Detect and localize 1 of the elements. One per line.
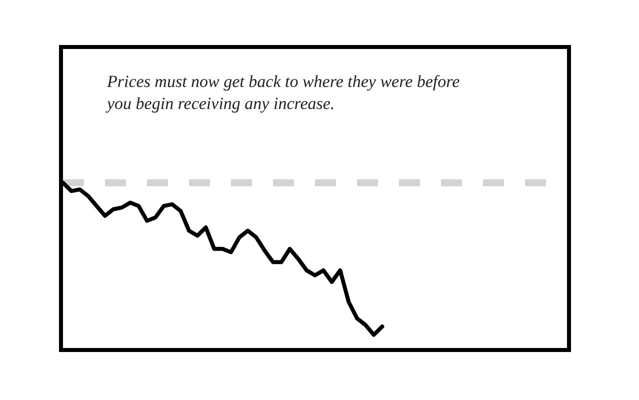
text: Prices must now get back to where they were before you begin receiving any increase. [105,72,460,114]
